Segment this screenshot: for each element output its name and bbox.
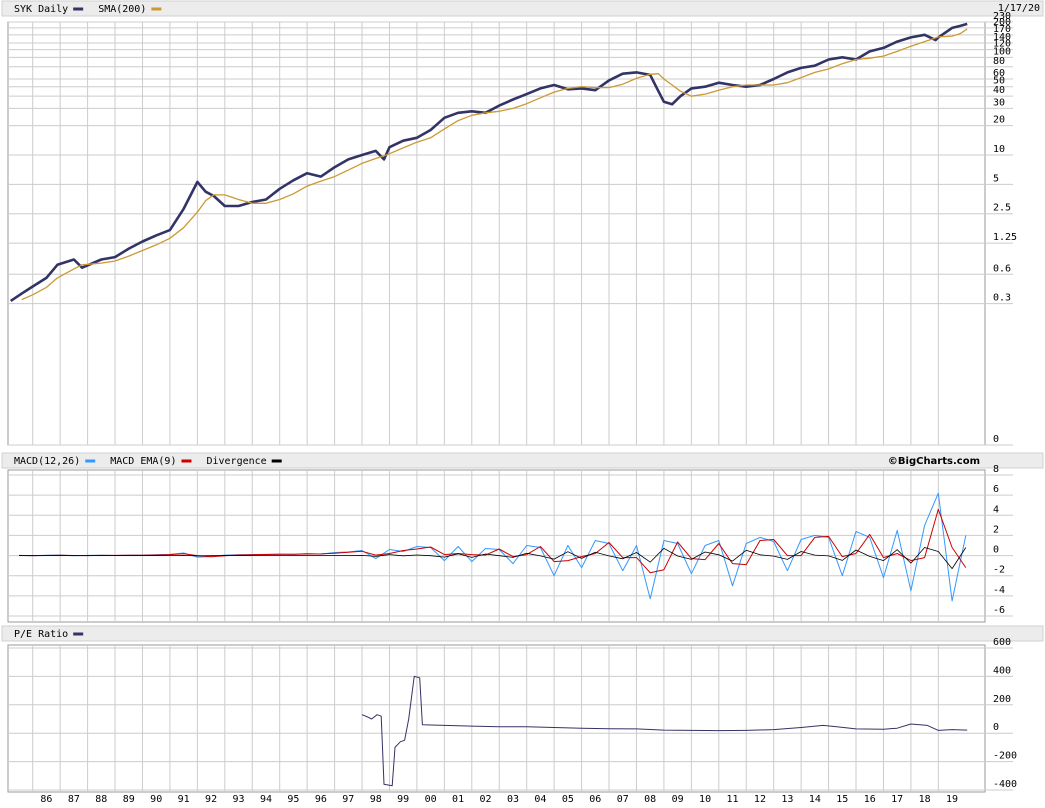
series-line <box>9 22 968 302</box>
y-tick-label: 8 <box>993 464 999 475</box>
series-line <box>19 547 967 569</box>
y-tick-label: 600 <box>993 637 1011 648</box>
x-tick-label: 90 <box>150 794 162 805</box>
y-tick-label: -4 <box>993 585 1005 596</box>
y-tick-label: 2 <box>993 524 999 535</box>
x-tick-label: 01 <box>452 794 464 805</box>
y-tick-label: -400 <box>993 779 1017 790</box>
panel-header <box>1 452 1044 469</box>
series-line <box>361 675 968 787</box>
y-tick-label: 400 <box>993 665 1011 676</box>
y-tick-label: 140 <box>993 32 1011 43</box>
y-tick-label: 0.6 <box>993 263 1011 274</box>
y-tick-label: 0.3 <box>993 293 1011 304</box>
plot-area <box>7 21 986 446</box>
x-tick-label: 09 <box>672 794 684 805</box>
x-tick-label: 16 <box>864 794 876 805</box>
legend-label: MACD(12,26) <box>14 456 80 467</box>
y-tick-label: 40 <box>993 85 1005 96</box>
x-tick-label: 19 <box>946 794 958 805</box>
y-tick-label: 0 <box>993 434 999 445</box>
x-tick-label: 94 <box>260 794 272 805</box>
y-tick-label: 170 <box>993 24 1011 35</box>
y-tick-label: 100 <box>993 46 1011 57</box>
x-tick-label: 95 <box>287 794 299 805</box>
x-tick-label: 05 <box>562 794 574 805</box>
y-tick-label: 80 <box>993 56 1005 67</box>
plot-area <box>7 469 986 623</box>
y-tick-label: 60 <box>993 68 1005 79</box>
x-tick-label: 08 <box>644 794 656 805</box>
legend-label: Divergence <box>206 456 266 467</box>
legend-label: SYK Daily <box>14 4 68 15</box>
x-tick-label: 11 <box>726 794 738 805</box>
x-tick-label: 87 <box>68 794 80 805</box>
y-tick-label: 5 <box>993 173 999 184</box>
date-label: 1/17/20 <box>998 3 1040 14</box>
series-line <box>18 508 967 574</box>
y-tick-label: 1.25 <box>993 232 1017 243</box>
x-tick-label: 04 <box>534 794 546 805</box>
x-tick-label: 14 <box>809 794 821 805</box>
y-tick-label: 50 <box>993 76 1005 87</box>
panel-header <box>1 625 1044 642</box>
x-tick-label: 17 <box>891 794 903 805</box>
x-tick-label: 03 <box>507 794 519 805</box>
x-tick-label: 98 <box>370 794 382 805</box>
y-tick-label: 2.5 <box>993 203 1011 214</box>
x-tick-label: 18 <box>919 794 931 805</box>
x-tick-label: 15 <box>836 794 848 805</box>
y-tick-label: 30 <box>993 97 1005 108</box>
y-tick-label: 230 <box>993 11 1011 22</box>
source-label: ©BigCharts.com <box>888 456 980 467</box>
x-tick-label: 97 <box>342 794 354 805</box>
y-tick-label: 200 <box>993 694 1011 705</box>
x-tick-label: 00 <box>425 794 437 805</box>
legend-label: MACD EMA(9) <box>110 456 176 467</box>
panel-header <box>1 0 1044 17</box>
y-tick-label: 20 <box>993 115 1005 126</box>
legend-label: P/E Ratio <box>14 629 68 640</box>
series-line <box>21 28 968 301</box>
y-tick-label: -200 <box>993 751 1017 762</box>
x-tick-label: 06 <box>589 794 601 805</box>
x-tick-label: 88 <box>95 794 107 805</box>
y-tick-label: -2 <box>993 565 1005 576</box>
y-tick-label: 0 <box>993 545 999 556</box>
y-tick-label: 200 <box>993 17 1011 28</box>
x-tick-label: 13 <box>781 794 793 805</box>
x-tick-label: 92 <box>205 794 217 805</box>
y-tick-label: 4 <box>993 504 999 515</box>
y-tick-label: -6 <box>993 605 1005 616</box>
y-tick-label: 0 <box>993 722 999 733</box>
x-tick-label: 96 <box>315 794 327 805</box>
x-tick-label: 93 <box>233 794 245 805</box>
x-tick-label: 10 <box>699 794 711 805</box>
plot-area <box>7 644 986 793</box>
x-tick-label: 99 <box>397 794 409 805</box>
x-tick-label: 02 <box>479 794 491 805</box>
x-tick-label: 07 <box>617 794 629 805</box>
legend-label: SMA(200) <box>98 4 146 15</box>
y-tick-label: 6 <box>993 484 999 495</box>
y-tick-label: 120 <box>993 39 1011 50</box>
x-tick-label: 86 <box>40 794 52 805</box>
x-tick-label: 12 <box>754 794 766 805</box>
x-tick-label: 89 <box>123 794 135 805</box>
y-tick-label: 10 <box>993 144 1005 155</box>
x-tick-label: 91 <box>178 794 190 805</box>
